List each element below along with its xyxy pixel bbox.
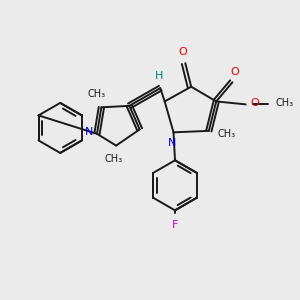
Text: O: O xyxy=(178,47,187,57)
Text: O: O xyxy=(230,67,239,77)
Text: CH₃: CH₃ xyxy=(275,98,293,108)
Text: H: H xyxy=(154,71,163,81)
Text: O: O xyxy=(250,98,259,108)
Text: CH₃: CH₃ xyxy=(104,154,122,164)
Text: N: N xyxy=(85,127,93,137)
Text: N: N xyxy=(168,138,176,148)
Text: CH₃: CH₃ xyxy=(88,89,106,99)
Text: CH₃: CH₃ xyxy=(218,129,236,139)
Text: F: F xyxy=(172,220,178,230)
